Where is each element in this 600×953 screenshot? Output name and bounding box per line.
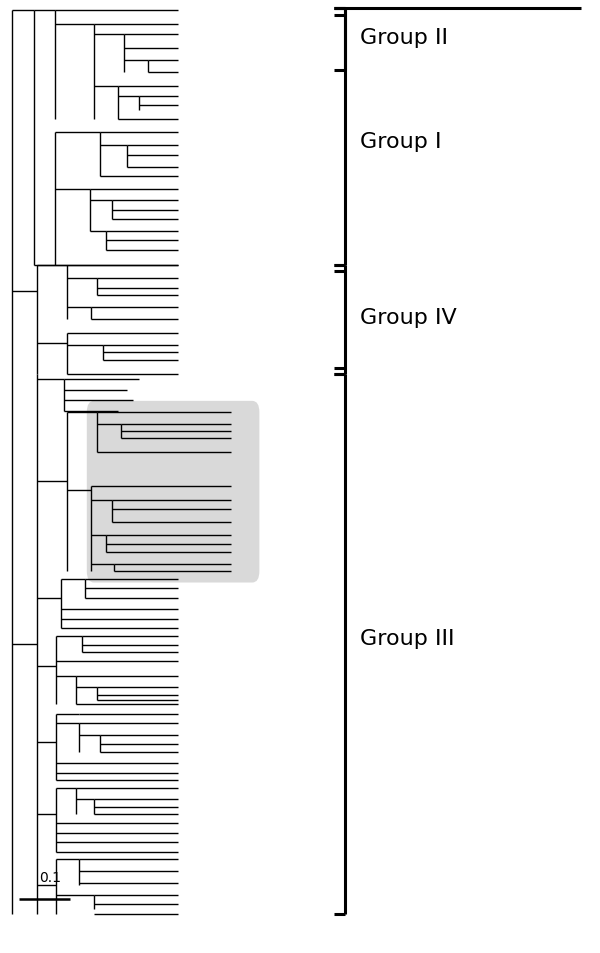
Text: Group III: Group III: [360, 628, 454, 648]
FancyBboxPatch shape: [87, 401, 259, 583]
Text: 0.1: 0.1: [39, 870, 61, 884]
Text: Group I: Group I: [360, 132, 441, 152]
Text: Group IV: Group IV: [360, 308, 457, 328]
Text: Group II: Group II: [360, 28, 448, 48]
